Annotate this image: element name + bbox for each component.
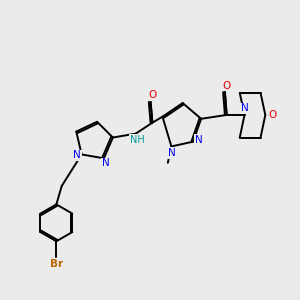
Text: O: O bbox=[222, 80, 230, 91]
Text: O: O bbox=[148, 90, 156, 100]
Text: N: N bbox=[101, 158, 109, 168]
Text: N: N bbox=[168, 148, 176, 158]
Text: N: N bbox=[195, 135, 202, 145]
Text: Br: Br bbox=[50, 260, 63, 269]
Text: N: N bbox=[73, 150, 81, 161]
Text: O: O bbox=[268, 110, 277, 120]
Text: NH: NH bbox=[130, 135, 145, 145]
Text: N: N bbox=[241, 103, 249, 113]
